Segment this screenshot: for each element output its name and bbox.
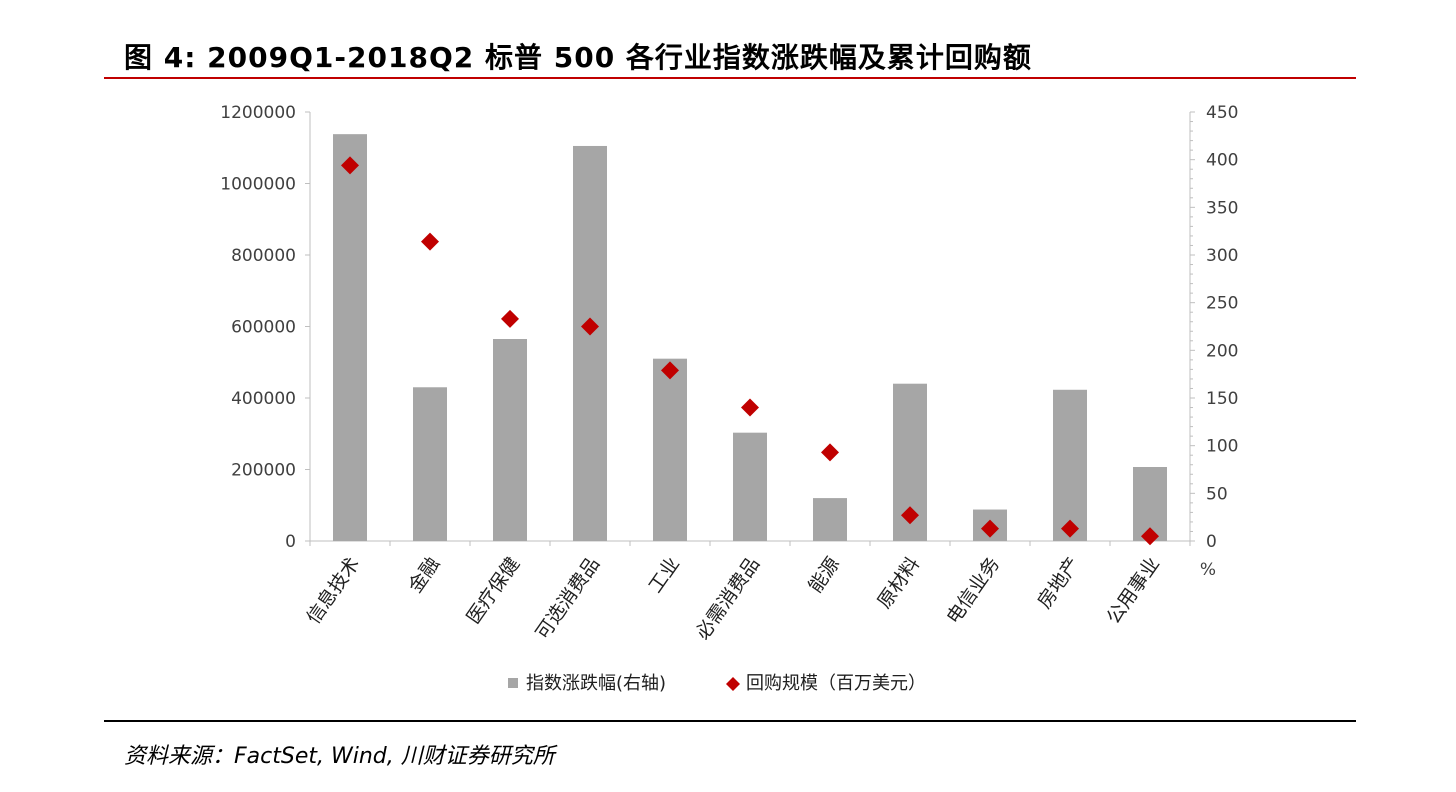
x-category-label: 原材料 bbox=[873, 553, 924, 612]
y-left-tick-label: 800000 bbox=[231, 246, 296, 266]
bar bbox=[493, 339, 527, 541]
diamond-marker bbox=[501, 309, 519, 328]
x-category-label: 医疗保健 bbox=[462, 553, 524, 628]
y-left-tick-label: 400000 bbox=[231, 389, 296, 409]
y-right-unit-label: % bbox=[1200, 560, 1216, 580]
y-right-tick-label: 250 bbox=[1206, 294, 1238, 314]
y-right-tick-label: 300 bbox=[1206, 246, 1238, 266]
bar bbox=[413, 387, 447, 541]
diamond-marker bbox=[1141, 527, 1159, 546]
y-left-tick-label: 1200000 bbox=[220, 103, 296, 123]
diamond-marker bbox=[981, 519, 999, 538]
y-right-tick-label: 200 bbox=[1206, 341, 1238, 361]
y-right-tick-label: 100 bbox=[1206, 437, 1238, 457]
y-right-tick-label: 0 bbox=[1206, 532, 1217, 552]
x-category-label: 必需消费品 bbox=[692, 553, 765, 643]
figure-title: 图 4: 2009Q1-2018Q2 标普 500 各行业指数涨跌幅及累计回购额 bbox=[124, 41, 1032, 74]
figure-title-row: 图 4: 2009Q1-2018Q2 标普 500 各行业指数涨跌幅及累计回购额 bbox=[104, 30, 1356, 76]
diamond-marker bbox=[661, 361, 679, 380]
y-right-tick-label: 150 bbox=[1206, 389, 1238, 409]
legend-label-bar: 指数涨跌幅(右轴) bbox=[526, 673, 666, 694]
diamond-marker bbox=[581, 317, 599, 336]
diamond-marker bbox=[1061, 519, 1079, 538]
x-category-label: 金融 bbox=[404, 553, 444, 597]
x-category-label: 公用事业 bbox=[1102, 553, 1164, 628]
diamond-marker bbox=[901, 506, 919, 525]
source-note: 资料来源：FactSet, Wind, 川财证券研究所 bbox=[124, 744, 555, 769]
x-category-label: 工业 bbox=[644, 553, 684, 597]
y-right-tick-label: 350 bbox=[1206, 198, 1238, 218]
diamond-marker bbox=[421, 232, 439, 251]
legend-label-diamond: 回购规模（百万美元） bbox=[746, 673, 926, 694]
title-divider bbox=[104, 77, 1356, 79]
y-left-tick-label: 200000 bbox=[231, 461, 296, 481]
y-left-tick-label: 0 bbox=[285, 532, 296, 552]
x-category-label: 信息技术 bbox=[302, 553, 364, 628]
diamond-marker bbox=[741, 398, 759, 417]
source-divider bbox=[104, 720, 1356, 722]
diamond-marker bbox=[821, 443, 839, 462]
legend-swatch-bar bbox=[508, 678, 518, 688]
x-category-label: 能源 bbox=[804, 553, 844, 597]
diamond-marker bbox=[341, 156, 359, 175]
y-left-tick-label: 1000000 bbox=[220, 175, 296, 195]
bar bbox=[333, 134, 367, 542]
bar bbox=[1053, 389, 1087, 541]
x-category-label: 可选消费品 bbox=[532, 553, 605, 643]
y-right-tick-label: 50 bbox=[1206, 484, 1228, 504]
bar bbox=[573, 145, 607, 541]
bar bbox=[653, 358, 687, 541]
x-category-label: 房地产 bbox=[1033, 553, 1084, 612]
bar bbox=[733, 432, 767, 541]
bar bbox=[813, 498, 847, 541]
y-right-tick-label: 450 bbox=[1206, 103, 1238, 123]
y-left-tick-label: 600000 bbox=[231, 318, 296, 338]
legend-swatch-diamond bbox=[726, 677, 740, 691]
y-right-tick-label: 400 bbox=[1206, 151, 1238, 171]
x-category-label: 电信业务 bbox=[942, 553, 1004, 628]
